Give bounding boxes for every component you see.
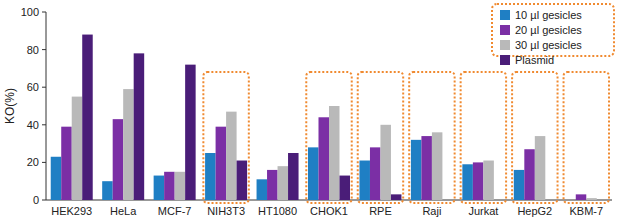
bar [205,153,216,200]
bar [237,161,248,200]
y-tick-label: 0 [33,194,39,206]
x-tick-label: RPE [369,205,392,217]
y-tick-label: 100 [21,6,39,18]
bar [586,198,597,200]
x-tick-label: HT1080 [258,205,297,217]
y-tick-label: 40 [27,119,39,131]
x-tick-label: HepG2 [517,205,552,217]
y-tick-label: 80 [27,44,39,56]
y-tick [42,87,46,88]
bar [535,136,546,200]
x-tick-label: Jurkat [468,205,498,217]
legend-label: 20 µl gesicles [515,24,582,36]
bar [154,176,165,200]
highlight-box [203,72,248,203]
highlight-box [306,72,351,203]
legend-label: 10 µl gesicles [515,9,582,21]
y-tick [42,12,46,13]
legend-swatch [500,55,510,65]
x-tick-label: HEK293 [51,205,92,217]
bar [164,172,175,200]
bar [319,117,330,200]
bar [308,147,319,200]
legend-label: Plasmid [515,54,554,66]
bar [576,194,587,200]
bar [72,97,83,200]
bar [514,170,525,200]
bar [216,127,227,200]
x-tick-label: Raji [422,205,441,217]
y-tick [42,200,46,201]
bar [267,170,278,200]
bar [524,149,535,200]
bar [359,161,370,200]
bar [185,65,196,200]
bars [51,35,597,200]
x-tick-label: NIH3T3 [207,205,245,217]
bar [421,136,432,200]
bar [411,140,422,200]
x-tick-label: HeLa [110,205,137,217]
highlight-box [512,72,557,203]
y-axis [46,12,47,200]
bar [288,153,299,200]
y-tick [42,162,46,163]
bar [370,147,381,200]
bar [483,161,494,200]
highlight-box [409,72,454,203]
y-tick-label: 60 [27,81,39,93]
bar [257,179,268,200]
bar [113,119,124,200]
highlight-box [564,72,609,203]
x-tick-label: CHOK1 [310,205,348,217]
bar [340,176,351,200]
chart: 0 20 40 60 80 100 KO(%) HEK293 HeLa MCF-7 NIH3T3 HT… [0,0,620,221]
bar [134,53,145,200]
legend-swatch [500,25,510,35]
legend-label: 30 µl gesicles [515,39,582,51]
bar [82,35,93,200]
x-tick-label: MCF-7 [158,205,192,217]
highlight-box [358,72,403,203]
y-tick [42,124,46,125]
legend-highlight [492,4,614,56]
highlight-box [461,72,506,203]
bar [226,112,237,200]
y-tick-label: 20 [27,156,39,168]
bar [391,194,402,200]
legend-swatch [500,40,510,50]
bar [51,157,62,200]
bar [432,132,443,200]
bar [380,125,391,200]
bar [102,181,113,200]
bar [329,106,340,200]
bar [473,162,484,200]
bar [462,164,473,200]
x-tick-label: KBM-7 [569,205,603,217]
bar [175,172,186,200]
y-tick [42,49,46,50]
bar [61,127,72,200]
y-axis-label: KO(%) [3,88,17,124]
bar [123,89,134,200]
legend-swatch [500,10,510,20]
bar [278,166,289,200]
